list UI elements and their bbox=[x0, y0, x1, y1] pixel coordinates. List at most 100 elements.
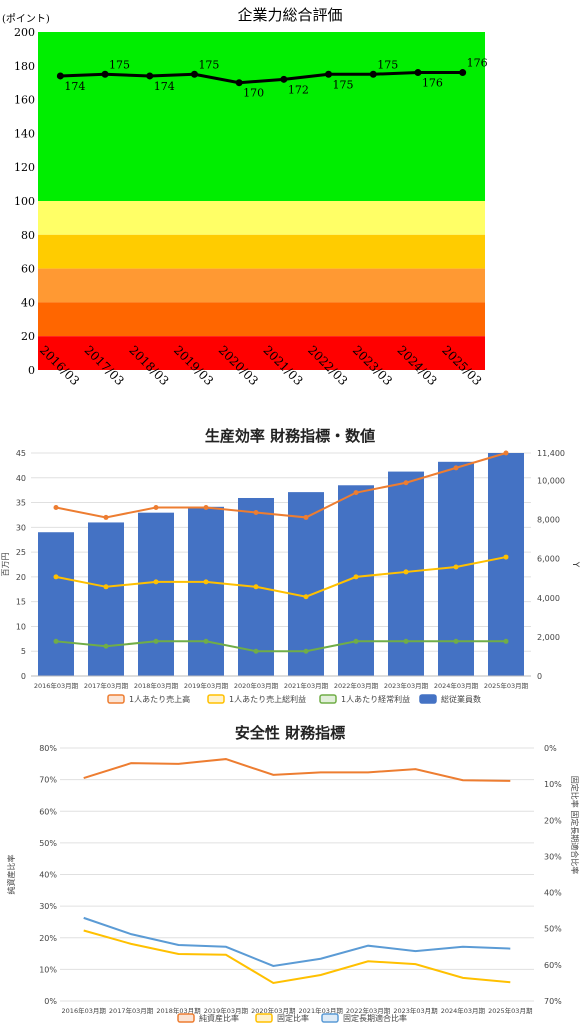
data-point bbox=[203, 579, 209, 585]
y2-tick-label: 40% bbox=[544, 889, 562, 898]
x-tick-label: 2018年03月期 bbox=[134, 681, 179, 690]
y-tick-label: 20% bbox=[39, 934, 57, 943]
x-tick-label: 2018年03月期 bbox=[156, 1006, 201, 1015]
series-line bbox=[83, 929, 511, 984]
score-band bbox=[38, 336, 485, 370]
x-tick-label: 2017年03月期 bbox=[109, 1006, 154, 1015]
data-point bbox=[453, 465, 459, 471]
data-point bbox=[369, 70, 377, 78]
data-point bbox=[53, 574, 59, 580]
chart-title: 安全性 財務指標 bbox=[235, 724, 345, 742]
data-point bbox=[53, 505, 59, 511]
data-point bbox=[53, 638, 59, 644]
data-point bbox=[325, 70, 333, 78]
legend-label: 固定比率 bbox=[277, 1013, 309, 1023]
y-axis-label: 百万円 bbox=[1, 553, 10, 577]
score-band bbox=[38, 201, 485, 235]
data-point bbox=[503, 638, 509, 644]
bar bbox=[188, 506, 224, 676]
legend-swatch bbox=[207, 694, 225, 704]
data-point bbox=[353, 490, 359, 496]
y-tick-label: 50% bbox=[39, 839, 57, 848]
data-point bbox=[253, 509, 259, 515]
data-point bbox=[414, 69, 422, 77]
x-tick-label: 2021年03月期 bbox=[284, 681, 329, 690]
data-point bbox=[103, 584, 109, 590]
x-tick-label: 2022年03月期 bbox=[346, 1006, 391, 1015]
data-point bbox=[203, 638, 209, 644]
x-tick-label: 2019年03月期 bbox=[184, 681, 229, 690]
x-tick-label: 2025年03月期 bbox=[488, 1006, 533, 1015]
legend-label: 1人あたり経常利益 bbox=[341, 694, 410, 704]
legend-label: 1人あたり売上高 bbox=[129, 694, 190, 704]
y2-tick-label: 60% bbox=[544, 961, 562, 970]
y2-tick-label: 50% bbox=[544, 925, 562, 934]
y2-tick-label: 6,000 bbox=[537, 555, 560, 564]
data-point bbox=[303, 594, 309, 600]
y-tick-label: 140 bbox=[14, 127, 35, 140]
data-label: 175 bbox=[333, 78, 354, 91]
y-tick-label: 10 bbox=[16, 622, 26, 631]
y-tick-label: 60% bbox=[39, 807, 57, 816]
y-tick-label: 40 bbox=[16, 474, 26, 483]
legend-swatch bbox=[319, 694, 337, 704]
score-band bbox=[38, 268, 485, 303]
x-tick-label: 2016年03月期 bbox=[62, 1006, 107, 1015]
chart-title: 企業力総合評価 bbox=[237, 6, 342, 24]
legend-swatch bbox=[177, 1013, 195, 1023]
data-label: 170 bbox=[243, 87, 264, 100]
y-tick-label: 80 bbox=[21, 229, 35, 242]
data-point bbox=[453, 638, 459, 644]
series-line bbox=[55, 556, 507, 598]
series-line bbox=[83, 758, 511, 782]
data-point bbox=[453, 564, 459, 570]
y-tick-label: 40% bbox=[39, 871, 57, 880]
productivity-chart: 生産効率 財務指標・数値 0 5 10 15 20 25 30 35 40 45 0 2,000 4,00… bbox=[1, 427, 580, 704]
series-line bbox=[55, 452, 507, 519]
chart-title: 生産効率 財務指標・数値 bbox=[205, 427, 375, 445]
y2-tick-label: 2,000 bbox=[537, 633, 560, 642]
score-band bbox=[38, 302, 485, 337]
x-tick-label: 2024年03月期 bbox=[441, 1006, 486, 1015]
y2-tick-label: 10,000 bbox=[537, 476, 565, 485]
y-tick-label: 80% bbox=[39, 744, 57, 753]
data-label: 175 bbox=[377, 58, 398, 71]
legend-label: 固定長期適合比率 bbox=[343, 1013, 407, 1023]
y-tick-label: 40 bbox=[21, 296, 35, 309]
y2-tick-label: 10% bbox=[544, 780, 562, 789]
y-tick-label: 60 bbox=[21, 263, 35, 276]
data-point bbox=[303, 648, 309, 654]
x-tick-label: 2021年03月期 bbox=[299, 1006, 344, 1015]
data-point bbox=[280, 75, 288, 83]
y-tick-label: 0% bbox=[44, 997, 57, 1006]
y2-tick-label: 0% bbox=[544, 744, 557, 753]
data-point bbox=[403, 569, 409, 575]
data-label: 172 bbox=[288, 83, 309, 96]
bar bbox=[288, 492, 324, 676]
data-point bbox=[203, 505, 209, 511]
bar bbox=[138, 512, 174, 676]
data-point bbox=[403, 480, 409, 486]
y-tick-label: 15 bbox=[16, 598, 26, 607]
data-point bbox=[303, 514, 309, 520]
data-point bbox=[503, 554, 509, 560]
y-tick-label: 45 bbox=[16, 449, 26, 458]
legend-label: 1人あたり売上総利益 bbox=[229, 694, 306, 704]
legend-label: 総従業員数 bbox=[441, 694, 481, 704]
data-point bbox=[153, 579, 159, 585]
series-line bbox=[55, 640, 506, 653]
data-point bbox=[190, 70, 198, 78]
y2-tick-label: 70% bbox=[544, 997, 562, 1006]
legend-swatch bbox=[255, 1013, 273, 1023]
legend-swatch bbox=[419, 694, 437, 704]
data-point bbox=[146, 72, 154, 80]
y-tick-label: 10% bbox=[39, 965, 57, 974]
data-point bbox=[403, 638, 409, 644]
y-tick-label: 0 bbox=[21, 672, 26, 681]
series-line bbox=[60, 71, 463, 85]
y-tick-label: 25 bbox=[16, 548, 26, 557]
bar bbox=[38, 532, 74, 676]
data-point bbox=[253, 584, 259, 590]
data-label: 174 bbox=[64, 80, 85, 93]
x-tick-label: 2019年03月期 bbox=[204, 1006, 249, 1015]
